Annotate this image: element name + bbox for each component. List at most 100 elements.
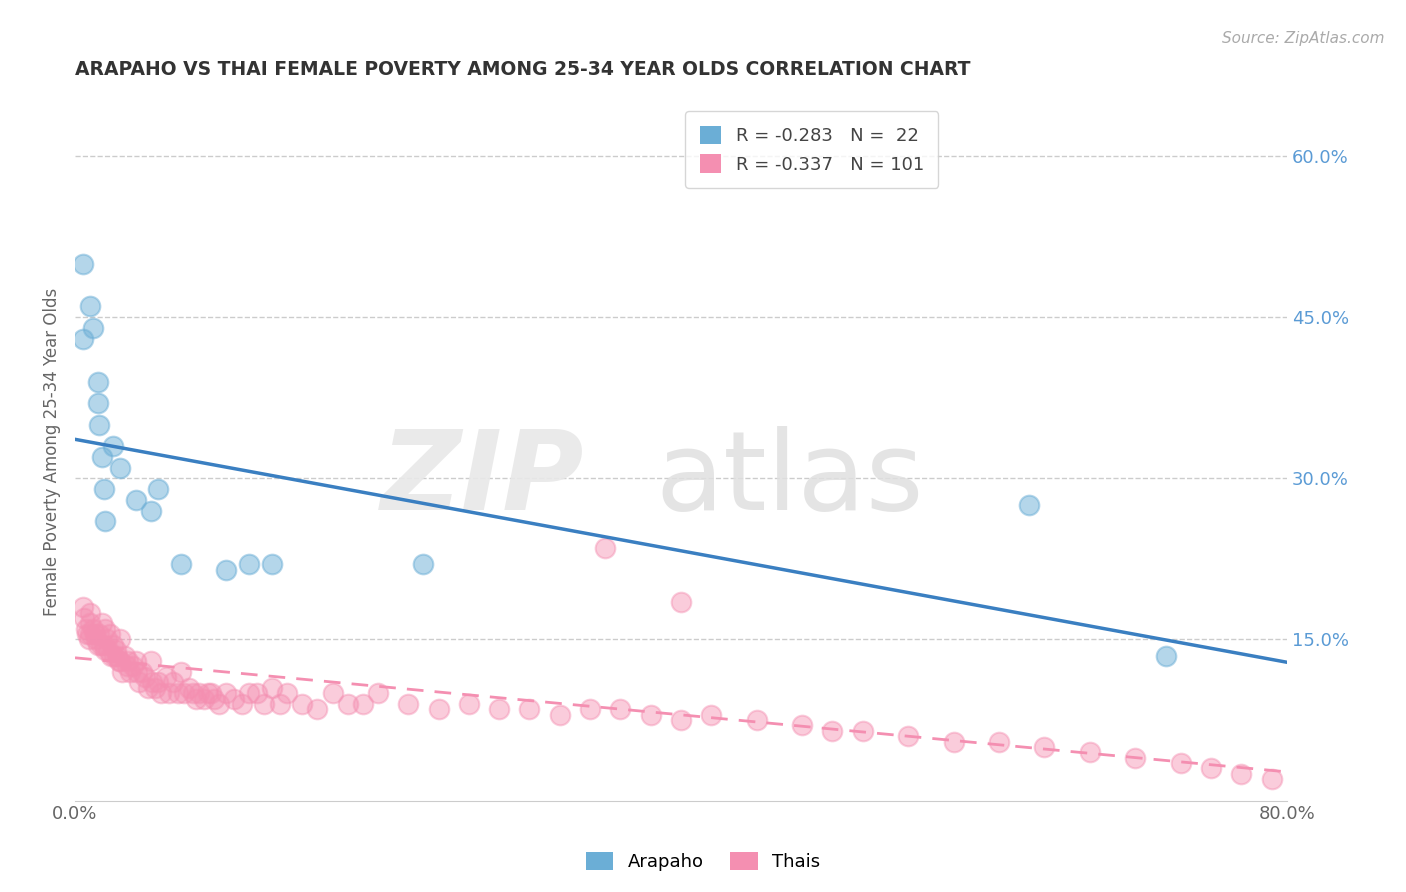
Point (1154, 648, 1177, 663)
Point (124, 492, 146, 507)
Point (821, 723, 844, 738)
Point (98, 627, 121, 641)
Point (110, 654, 132, 668)
Point (110, 632, 132, 647)
Point (790, 718, 813, 732)
Point (72, 256, 94, 270)
Point (181, 686, 204, 700)
Point (579, 702, 602, 716)
Point (1170, 756, 1192, 770)
Point (79, 606, 101, 620)
Point (1199, 761, 1222, 775)
Point (77, 632, 100, 647)
Point (121, 659, 143, 673)
Point (202, 691, 225, 706)
Point (197, 686, 219, 700)
Point (134, 670, 156, 684)
Point (139, 503, 162, 517)
Point (170, 558, 193, 572)
Point (412, 558, 434, 572)
Point (118, 665, 141, 679)
Point (427, 702, 450, 716)
Point (83, 627, 105, 641)
Point (117, 654, 139, 668)
Point (167, 686, 190, 700)
Point (94, 643, 117, 657)
Point (79, 627, 101, 641)
Point (114, 648, 136, 663)
Point (988, 734, 1011, 748)
Point (276, 686, 298, 700)
Point (157, 686, 180, 700)
Y-axis label: Female Poverty Among 25-34 Year Olds: Female Poverty Among 25-34 Year Olds (44, 287, 60, 615)
Point (260, 681, 283, 695)
Point (336, 697, 359, 711)
Point (76, 627, 98, 641)
Point (89, 417, 111, 432)
Point (127, 665, 149, 679)
Point (609, 702, 631, 716)
Point (548, 707, 571, 722)
Legend: R = -0.283   N =  22, R = -0.337   N = 101: R = -0.283 N = 22, R = -0.337 N = 101 (685, 112, 938, 188)
Point (852, 723, 875, 738)
Point (457, 697, 479, 711)
Text: ZIP: ZIP (381, 425, 583, 533)
Point (101, 439, 124, 453)
Point (131, 665, 153, 679)
Point (89, 627, 111, 641)
Point (177, 681, 200, 695)
Point (148, 482, 170, 496)
Point (215, 686, 238, 700)
Point (260, 558, 283, 572)
Point (208, 697, 231, 711)
Legend: Arapaho, Thais: Arapaho, Thais (579, 845, 827, 879)
Point (96, 632, 118, 647)
Point (139, 654, 162, 668)
Point (93, 482, 115, 496)
Point (1018, 498, 1040, 512)
Text: atlas: atlas (655, 425, 924, 533)
Point (231, 697, 253, 711)
Point (93, 638, 115, 652)
Point (269, 697, 291, 711)
Point (669, 713, 692, 727)
Point (87, 396, 110, 410)
Point (90, 638, 112, 652)
Text: Source: ZipAtlas.com: Source: ZipAtlas.com (1222, 31, 1385, 46)
Point (91, 450, 114, 464)
Point (79, 616, 101, 631)
Point (238, 558, 260, 572)
Point (188, 686, 211, 700)
Point (352, 697, 374, 711)
Point (246, 686, 269, 700)
Point (108, 654, 131, 668)
Point (1125, 750, 1147, 764)
Point (107, 648, 129, 663)
Point (82, 622, 104, 636)
Point (367, 686, 389, 700)
Point (87, 638, 110, 652)
Point (897, 729, 920, 743)
Point (79, 300, 101, 314)
Point (1230, 766, 1253, 780)
Point (1078, 745, 1101, 759)
Point (170, 665, 193, 679)
Point (200, 686, 222, 700)
Point (700, 707, 723, 722)
Point (942, 734, 965, 748)
Point (91, 616, 114, 631)
Point (238, 686, 260, 700)
Point (519, 702, 541, 716)
Point (72, 332, 94, 346)
Point (322, 686, 344, 700)
Point (97, 643, 120, 657)
Point (307, 702, 329, 716)
Point (253, 697, 276, 711)
Point (173, 686, 195, 700)
Point (110, 460, 132, 475)
Point (396, 697, 419, 711)
Point (291, 697, 314, 711)
Point (104, 643, 127, 657)
Point (73, 611, 96, 625)
Point (136, 681, 159, 695)
